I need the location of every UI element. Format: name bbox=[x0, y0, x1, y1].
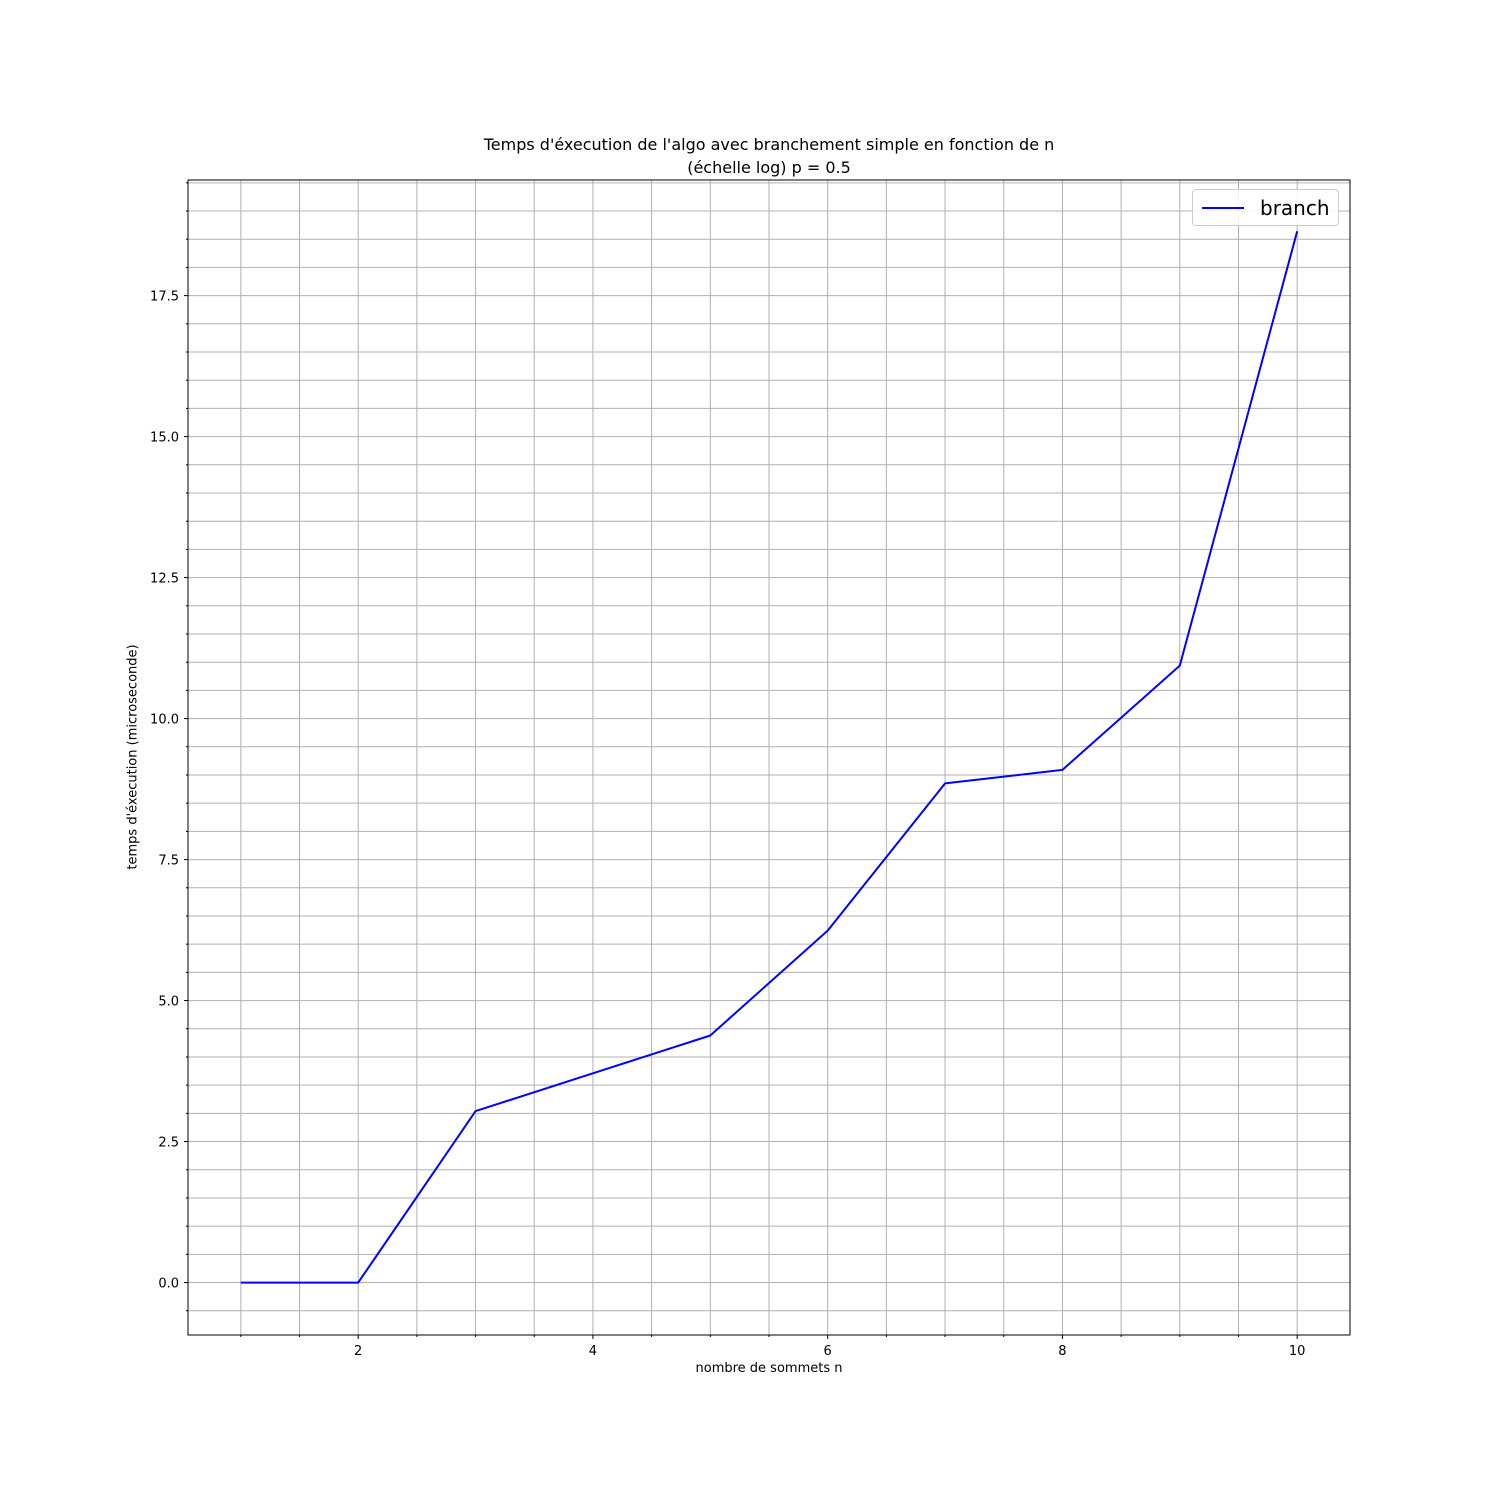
series-layer bbox=[240, 231, 1299, 1284]
y-tick-label: 2.5 bbox=[158, 1136, 179, 1151]
y-tick-label: 17.5 bbox=[150, 290, 179, 305]
y-tick-label: 15.0 bbox=[150, 431, 179, 446]
y-tick-label: 5.0 bbox=[158, 995, 179, 1010]
x-tick-label: 8 bbox=[1058, 1344, 1066, 1359]
y-tick-label: 10.0 bbox=[150, 713, 179, 728]
y-axis-label: temps d'éxecution (microseconde) bbox=[125, 644, 141, 870]
tick-layer: 2 4 6 8 10 0.0 2.5 5.0 7.5 10.0 12.5 15.0 17.5 bbox=[150, 182, 1306, 1359]
legend-line-swatch bbox=[1202, 207, 1244, 209]
y-tick-label: 12.5 bbox=[150, 572, 179, 587]
series-line-branch bbox=[240, 231, 1299, 1284]
chart-subtitle-line: (échelle log) p = 0.5 bbox=[687, 158, 851, 177]
x-tick-label: 10 bbox=[1289, 1344, 1306, 1359]
y-tick-label: 7.5 bbox=[158, 854, 179, 869]
chart-title-line: Temps d'éxecution de l'algo avec branche… bbox=[483, 135, 1055, 154]
x-tick-label: 4 bbox=[589, 1344, 597, 1359]
y-tick-label: 0.0 bbox=[158, 1277, 179, 1292]
x-tick-label: 6 bbox=[824, 1344, 832, 1359]
legend: branch bbox=[1192, 189, 1339, 226]
grid-layer bbox=[188, 180, 1350, 1335]
x-tick-label: 2 bbox=[354, 1344, 362, 1359]
chart-title: Temps d'éxecution de l'algo avec branche… bbox=[188, 133, 1350, 179]
legend-label: branch bbox=[1260, 196, 1330, 220]
x-axis-label: nombre de sommets n bbox=[695, 1361, 843, 1376]
